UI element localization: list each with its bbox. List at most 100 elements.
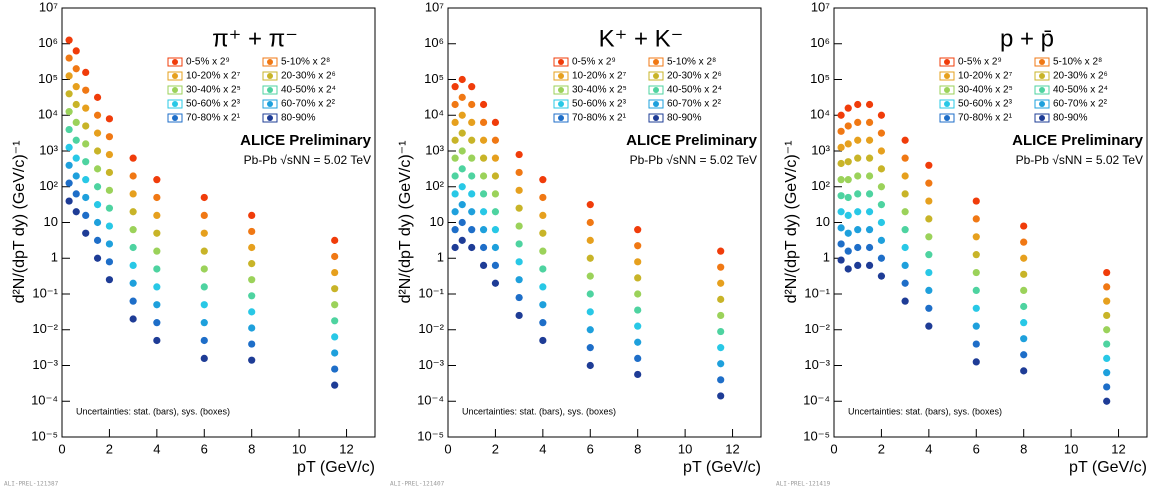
legend-marker: [653, 115, 659, 121]
legend-marker: [172, 59, 178, 65]
data-point: [854, 208, 862, 216]
data-point: [468, 208, 476, 216]
data-point: [586, 254, 594, 262]
legend-label: 0-5% x 2⁹: [186, 57, 230, 68]
data-point: [634, 306, 642, 314]
data-point: [515, 150, 523, 159]
legend-box: [553, 113, 569, 123]
legend-marker: [944, 73, 950, 79]
figure-id: ALI-PREL-121387: [4, 481, 59, 488]
data-point: [82, 140, 90, 148]
data-point: [1020, 222, 1028, 230]
data-point: [717, 295, 725, 303]
legend-marker: [653, 87, 659, 93]
legend-label: 40-50% x 2⁴: [667, 85, 722, 96]
data-point: [854, 100, 862, 109]
data-point: [93, 254, 102, 262]
legend-box: [939, 85, 955, 95]
data-point: [539, 301, 547, 309]
y-tick-label: 10⁻¹: [32, 285, 58, 300]
data-point: [458, 236, 466, 244]
x-tick-label: 2: [106, 441, 113, 456]
y-tick-label: 10⁻²: [418, 321, 444, 336]
legend-label: 80-90%: [1053, 113, 1088, 124]
data-point: [539, 229, 547, 237]
data-point: [1020, 319, 1028, 327]
legend-marker: [944, 59, 950, 65]
data-point: [93, 165, 102, 173]
data-point: [82, 86, 90, 94]
data-point: [844, 265, 852, 273]
y-tick-label: 10⁶: [38, 35, 58, 50]
panel: 10⁻⁵ 10⁻⁴ 10⁻³ 10⁻² 10⁻¹ 1 10 10² 10³ 10⁴ 10⁵ 10⁶ 10…: [390, 0, 762, 488]
data-point: [153, 176, 161, 184]
data-point: [200, 193, 208, 202]
data-point: [129, 226, 137, 234]
y-tick-label: 10⁵: [424, 71, 444, 86]
data-point: [491, 279, 500, 287]
data-point: [844, 104, 852, 112]
data-point: [901, 190, 909, 198]
legend-marker: [558, 101, 564, 107]
data-point: [854, 154, 862, 162]
data-point: [82, 158, 90, 166]
data-point: [248, 324, 256, 332]
data-point: [65, 179, 73, 187]
data-point: [865, 261, 874, 269]
data-point: [129, 208, 137, 216]
data-point: [634, 370, 642, 379]
data-point: [200, 354, 208, 362]
y-tick-label: 10⁻³: [32, 357, 58, 372]
data-point: [129, 297, 137, 305]
data-point: [200, 336, 208, 345]
data-point: [65, 161, 73, 169]
legend-marker: [944, 87, 950, 93]
data-point: [925, 251, 933, 259]
data-point: [200, 301, 208, 309]
data-point: [844, 140, 852, 148]
data-point: [854, 226, 862, 234]
data-point: [515, 293, 523, 302]
data-point: [129, 154, 137, 162]
legend-label: 70-80% x 2¹: [572, 113, 627, 124]
legend-marker: [267, 73, 273, 79]
data-point: [586, 308, 594, 316]
data-point: [901, 261, 909, 269]
data-point: [877, 236, 886, 244]
data-point: [1020, 335, 1028, 343]
data-point: [129, 172, 137, 180]
data-point: [1103, 354, 1111, 362]
x-tick-label: 2: [492, 441, 499, 456]
legend-label: 60-70% x 2²: [667, 99, 722, 110]
legend-box: [167, 99, 183, 109]
data-point: [153, 265, 161, 273]
data-point: [865, 190, 874, 198]
data-point: [877, 254, 886, 262]
data-point: [539, 176, 547, 184]
data-point: [539, 319, 547, 327]
y-tick-label: 10⁻⁴: [803, 393, 830, 408]
data-point: [515, 168, 523, 177]
data-point: [1020, 351, 1028, 359]
y-tick-label: 10³: [425, 142, 444, 157]
data-point: [837, 159, 845, 168]
data-point: [837, 143, 845, 152]
data-point: [972, 340, 980, 348]
data-point: [468, 172, 476, 180]
data-point: [972, 268, 980, 277]
experiment-label: ALICE Preliminary: [626, 132, 758, 149]
data-point: [153, 301, 161, 309]
legend-box: [939, 99, 955, 109]
uncertainty-note: Uncertainties: stat. (bars), sys. (boxes…: [848, 406, 1002, 416]
system-label: Pb-Pb √sNN = 5.02 TeV: [244, 153, 371, 167]
data-point: [925, 322, 933, 330]
data-point: [458, 165, 466, 173]
data-point: [515, 258, 523, 266]
y-tick-label: 10⁻³: [804, 357, 830, 372]
data-point: [105, 240, 114, 248]
data-point: [93, 93, 102, 101]
data-point: [925, 161, 933, 169]
data-point: [877, 129, 886, 137]
data-point: [200, 211, 208, 219]
